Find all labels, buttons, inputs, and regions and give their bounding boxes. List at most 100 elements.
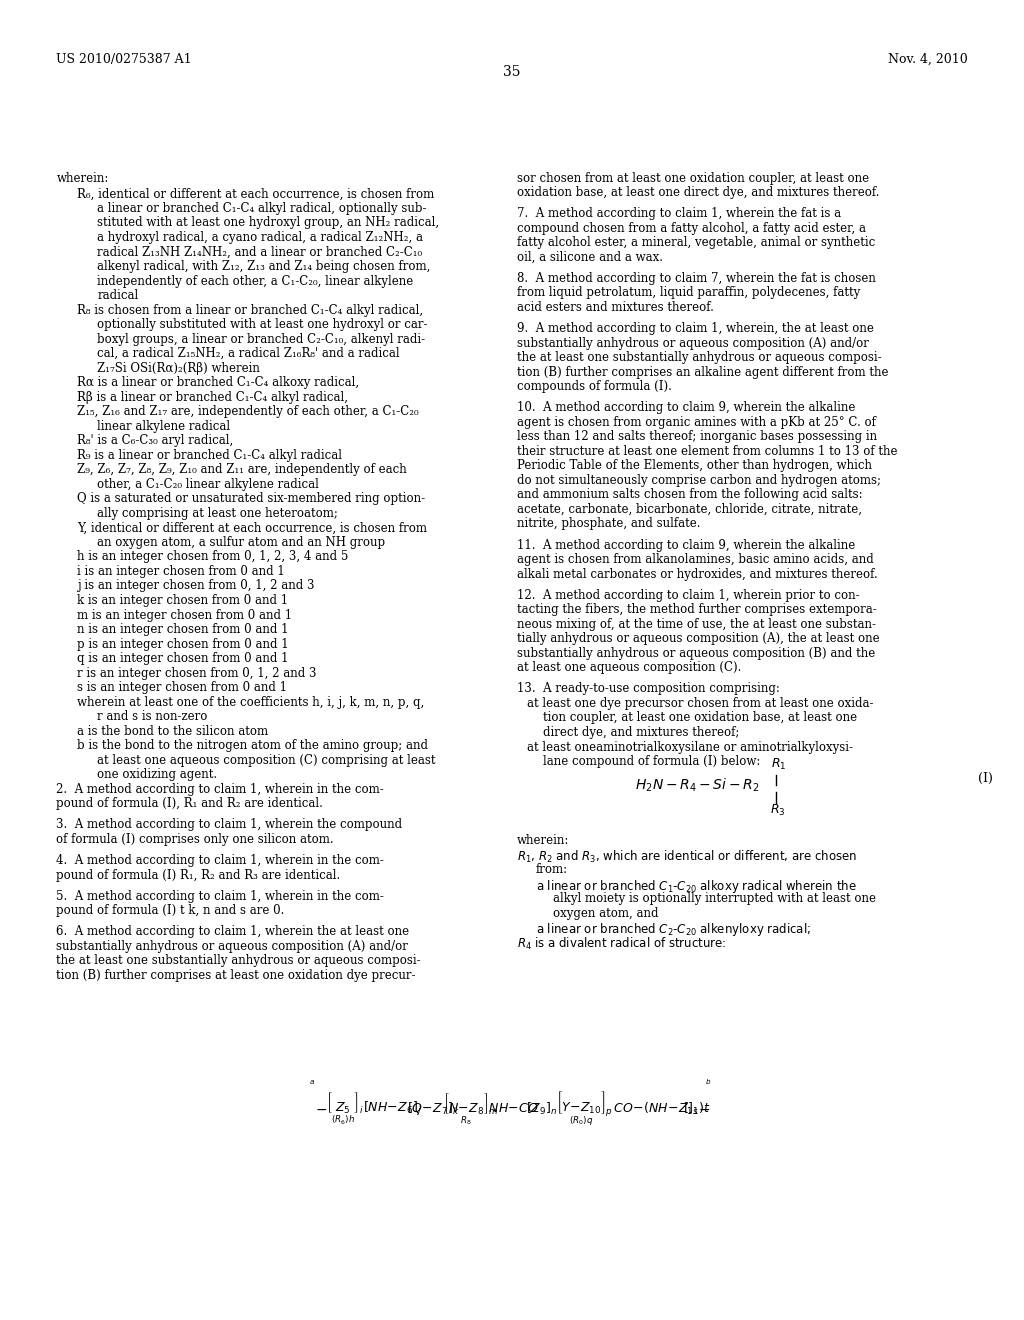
Text: alkenyl radical, with Z₁₂, Z₁₃ and Z₁₄ being chosen from,: alkenyl radical, with Z₁₂, Z₁₃ and Z₁₄ b… (97, 260, 431, 273)
Text: radical Z₁₃NH Z₁₄NH₂, and a linear or branched C₂-C₁₀: radical Z₁₃NH Z₁₄NH₂, and a linear or br… (97, 246, 423, 259)
Text: Nov. 4, 2010: Nov. 4, 2010 (888, 53, 968, 66)
Text: $\!\left[Z_9\right]_n$: $\!\left[Z_9\right]_n$ (527, 1101, 557, 1117)
Text: other, a C₁-C₂₀ linear alkylene radical: other, a C₁-C₂₀ linear alkylene radical (97, 478, 319, 491)
Text: substantially anhydrous or aqueous composition (A) and/or: substantially anhydrous or aqueous compo… (56, 940, 409, 953)
Text: Q is a saturated or unsaturated six-membered ring option-: Q is a saturated or unsaturated six-memb… (77, 492, 425, 506)
Text: 3.  A method according to claim 1, wherein the compound: 3. A method according to claim 1, wherei… (56, 818, 402, 832)
Text: m is an integer chosen from 0 and 1: m is an integer chosen from 0 and 1 (77, 609, 292, 622)
Text: compounds of formula (I).: compounds of formula (I). (517, 380, 672, 393)
Text: wherein:: wherein: (56, 172, 109, 185)
Text: lane compound of formula (I) below:: lane compound of formula (I) below: (543, 755, 760, 768)
Text: $\!\left[\underset{R_8}{N\!-\!Z_8}\right]_m$: $\!\left[\underset{R_8}{N\!-\!Z_8}\right… (445, 1090, 499, 1127)
Text: Periodic Table of the Elements, other than hydrogen, which: Periodic Table of the Elements, other th… (517, 459, 872, 473)
Text: tion coupler, at least one oxidation base, at least one: tion coupler, at least one oxidation bas… (543, 711, 857, 725)
Text: $\!\left[\right]_s$: $\!\left[\right]_s$ (684, 1101, 699, 1117)
Text: $R_4$ is a divalent radical of structure:: $R_4$ is a divalent radical of structure… (517, 936, 726, 952)
Text: $\!CO\!-\!(NH\!-\!Z_{11})t$: $\!CO\!-\!(NH\!-\!Z_{11})t$ (614, 1101, 711, 1117)
Text: substantially anhydrous or aqueous composition (A) and/or: substantially anhydrous or aqueous compo… (517, 337, 869, 350)
Text: 6.  A method according to claim 1, wherein the at least one: 6. A method according to claim 1, wherei… (56, 925, 410, 939)
Text: 11.  A method according to claim 9, wherein the alkaline: 11. A method according to claim 9, where… (517, 539, 855, 552)
Text: of formula (I) comprises only one silicon atom.: of formula (I) comprises only one silico… (56, 833, 334, 846)
Text: r is an integer chosen from 0, 1, 2 and 3: r is an integer chosen from 0, 1, 2 and … (77, 667, 316, 680)
Text: compound chosen from a fatty alcohol, a fatty acid ester, a: compound chosen from a fatty alcohol, a … (517, 222, 866, 235)
Text: boxyl groups, a linear or branched C₂-C₁₀, alkenyl radi-: boxyl groups, a linear or branched C₂-C₁… (97, 333, 425, 346)
Text: their structure at least one element from columns 1 to 13 of the: their structure at least one element fro… (517, 445, 898, 458)
Text: tion (B) further comprises at least one oxidation dye precur-: tion (B) further comprises at least one … (56, 969, 416, 982)
Text: tacting the fibers, the method further comprises extempora-: tacting the fibers, the method further c… (517, 603, 877, 616)
Text: tion (B) further comprises an alkaline agent different from the: tion (B) further comprises an alkaline a… (517, 366, 889, 379)
Text: $R_1$, $R_2$ and $R_3$, which are identical or different, are chosen: $R_1$, $R_2$ and $R_3$, which are identi… (517, 849, 857, 865)
Text: $R_3$: $R_3$ (770, 803, 786, 817)
Text: (I): (I) (978, 772, 993, 785)
Text: optionally substituted with at least one hydroxyl or car-: optionally substituted with at least one… (97, 318, 428, 331)
Text: a linear or branched C₁-C₄ alkyl radical, optionally sub-: a linear or branched C₁-C₄ alkyl radical… (97, 202, 427, 215)
Text: from:: from: (536, 863, 567, 876)
Text: $\!NH\!-\!CO$: $\!NH\!-\!CO$ (489, 1102, 540, 1115)
Text: Z₁₇Si OSi(Rα)₂(Rβ) wherein: Z₁₇Si OSi(Rα)₂(Rβ) wherein (97, 362, 260, 375)
Text: sor chosen from at least one oxidation coupler, at least one: sor chosen from at least one oxidation c… (517, 172, 869, 185)
Text: a hydroxyl radical, a cyano radical, a radical Z₁₂NH₂, a: a hydroxyl radical, a cyano radical, a r… (97, 231, 423, 244)
Text: from liquid petrolatum, liquid paraffin, polydecenes, fatty: from liquid petrolatum, liquid paraffin,… (517, 286, 860, 300)
Text: 7.  A method according to claim 1, wherein the fat is a: 7. A method according to claim 1, wherei… (517, 207, 842, 220)
Text: oil, a silicone and a wax.: oil, a silicone and a wax. (517, 251, 664, 264)
Text: at least one dye precursor chosen from at least one oxida-: at least one dye precursor chosen from a… (527, 697, 873, 710)
Text: agent is chosen from alkanolamines, basic amino acids, and: agent is chosen from alkanolamines, basi… (517, 553, 873, 566)
Text: b is the bond to the nitrogen atom of the amino group; and: b is the bond to the nitrogen atom of th… (77, 739, 428, 752)
Text: and ammonium salts chosen from the following acid salts:: and ammonium salts chosen from the follo… (517, 488, 863, 502)
Text: R₈' is a C₆-C₃₀ aryl radical,: R₈' is a C₆-C₃₀ aryl radical, (77, 434, 233, 447)
Text: $R_1$: $R_1$ (770, 758, 786, 772)
Text: j is an integer chosen from 0, 1, 2 and 3: j is an integer chosen from 0, 1, 2 and … (77, 579, 314, 593)
Text: alkali metal carbonates or hydroxides, and mixtures thereof.: alkali metal carbonates or hydroxides, a… (517, 568, 878, 581)
Text: ally comprising at least one heteroatom;: ally comprising at least one heteroatom; (97, 507, 338, 520)
Text: a linear or branched $C_2$-$C_{20}$ alkenyloxy radical;: a linear or branched $C_2$-$C_{20}$ alke… (536, 921, 811, 939)
Text: at least oneaminotrialkoxysilane or aminotrialkyloxysi-: at least oneaminotrialkoxysilane or amin… (527, 741, 853, 754)
Text: a is the bond to the silicon atom: a is the bond to the silicon atom (77, 725, 268, 738)
Text: $H_2N-R_4-Si-R_2$: $H_2N-R_4-Si-R_2$ (635, 776, 759, 795)
Text: 2.  A method according to claim 1, wherein in the com-: 2. A method according to claim 1, wherei… (56, 783, 384, 796)
Text: 12.  A method according to claim 1, wherein prior to con-: 12. A method according to claim 1, where… (517, 589, 860, 602)
Text: tially anhydrous or aqueous composition (A), the at least one: tially anhydrous or aqueous composition … (517, 632, 880, 645)
Text: fatty alcohol ester, a mineral, vegetable, animal or synthetic: fatty alcohol ester, a mineral, vegetabl… (517, 236, 876, 249)
Text: linear alkylene radical: linear alkylene radical (97, 420, 230, 433)
Text: $-$: $-$ (698, 1102, 711, 1115)
Text: $\!\left[Q\!-\!Z_7\right]_k$: $\!\left[Q\!-\!Z_7\right]_k$ (408, 1101, 460, 1117)
Text: $-$: $-$ (315, 1102, 328, 1115)
Text: at least one aqueous composition (C).: at least one aqueous composition (C). (517, 661, 741, 675)
Text: one oxidizing agent.: one oxidizing agent. (97, 768, 217, 781)
Text: radical: radical (97, 289, 138, 302)
Text: Z₉, Z₆, Z₇, Z₈, Z₉, Z₁₀ and Z₁₁ are, independently of each: Z₉, Z₆, Z₇, Z₈, Z₉, Z₁₀ and Z₁₁ are, ind… (77, 463, 407, 477)
Text: US 2010/0275387 A1: US 2010/0275387 A1 (56, 53, 191, 66)
Text: less than 12 and salts thereof; inorganic bases possessing in: less than 12 and salts thereof; inorgani… (517, 430, 878, 444)
Text: nitrite, phosphate, and sulfate.: nitrite, phosphate, and sulfate. (517, 517, 700, 531)
Text: 4.  A method according to claim 1, wherein in the com-: 4. A method according to claim 1, wherei… (56, 854, 384, 867)
Text: the at least one substantially anhydrous or aqueous composi-: the at least one substantially anhydrous… (517, 351, 882, 364)
Text: acid esters and mixtures thereof.: acid esters and mixtures thereof. (517, 301, 714, 314)
Text: do not simultaneously comprise carbon and hydrogen atoms;: do not simultaneously comprise carbon an… (517, 474, 881, 487)
Text: $\left[\underset{(R_6)h}{Z_5}\right]_i$: $\left[\underset{(R_6)h}{Z_5}\right]_i$ (326, 1090, 364, 1127)
Text: at least one aqueous composition (C) comprising at least: at least one aqueous composition (C) com… (97, 754, 436, 767)
Text: pound of formula (I) R₁, R₂ and R₃ are identical.: pound of formula (I) R₁, R₂ and R₃ are i… (56, 869, 341, 882)
Text: 9.  A method according to claim 1, wherein, the at least one: 9. A method according to claim 1, wherei… (517, 322, 874, 335)
Text: k is an integer chosen from 0 and 1: k is an integer chosen from 0 and 1 (77, 594, 288, 607)
Text: 10.  A method according to claim 9, wherein the alkaline: 10. A method according to claim 9, where… (517, 401, 855, 414)
Text: s is an integer chosen from 0 and 1: s is an integer chosen from 0 and 1 (77, 681, 287, 694)
Text: pound of formula (I), R₁ and R₂ are identical.: pound of formula (I), R₁ and R₂ are iden… (56, 797, 324, 810)
Text: substantially anhydrous or aqueous composition (B) and the: substantially anhydrous or aqueous compo… (517, 647, 876, 660)
Text: $\!\left[NH\!-\!Z_6\right]_j$: $\!\left[NH\!-\!Z_6\right]_j$ (364, 1100, 421, 1118)
Text: neous mixing of, at the time of use, the at least one substan-: neous mixing of, at the time of use, the… (517, 618, 877, 631)
Text: h is an integer chosen from 0, 1, 2, 3, 4 and 5: h is an integer chosen from 0, 1, 2, 3, … (77, 550, 348, 564)
Text: r and s is non-zero: r and s is non-zero (97, 710, 208, 723)
Text: stituted with at least one hydroxyl group, an NH₂ radical,: stituted with at least one hydroxyl grou… (97, 216, 439, 230)
Text: i is an integer chosen from 0 and 1: i is an integer chosen from 0 and 1 (77, 565, 285, 578)
Text: Rβ is a linear or branched C₁-C₄ alkyl radical,: Rβ is a linear or branched C₁-C₄ alkyl r… (77, 391, 348, 404)
Text: alkyl moiety is optionally interrupted with at least one: alkyl moiety is optionally interrupted w… (553, 892, 876, 906)
Text: oxygen atom, and: oxygen atom, and (553, 907, 658, 920)
Text: R₆, identical or different at each occurrence, is chosen from: R₆, identical or different at each occur… (77, 187, 434, 201)
Text: 35: 35 (503, 65, 521, 79)
Text: q is an integer chosen from 0 and 1: q is an integer chosen from 0 and 1 (77, 652, 289, 665)
Text: direct dye, and mixtures thereof;: direct dye, and mixtures thereof; (543, 726, 739, 739)
Text: wherein at least one of the coefficients h, i, j, k, m, n, p, q,: wherein at least one of the coefficients… (77, 696, 424, 709)
Text: p is an integer chosen from 0 and 1: p is an integer chosen from 0 and 1 (77, 638, 289, 651)
Text: cal, a radical Z₁₅NH₂, a radical Z₁₆R₈' and a radical: cal, a radical Z₁₅NH₂, a radical Z₁₆R₈' … (97, 347, 400, 360)
Text: Y, identical or different at each occurrence, is chosen from: Y, identical or different at each occurr… (77, 521, 427, 535)
